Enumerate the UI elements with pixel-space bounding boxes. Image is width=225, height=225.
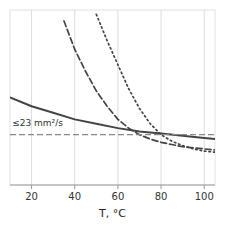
reference-line (10, 134, 215, 135)
tick-mark (31, 185, 32, 189)
grid-line (117, 10, 118, 185)
plot-frame (10, 10, 215, 185)
grid-line (204, 10, 205, 185)
tick-label: 100 (195, 191, 214, 202)
plot-area (10, 14, 215, 152)
annotation: ≤23 mm²/s (12, 118, 63, 128)
chart: 20 40 60 80 100 ≤23 mm²/s T, °C (0, 0, 225, 225)
grid-line (161, 10, 162, 185)
x-axis-line (10, 185, 215, 186)
tick-label: 80 (155, 191, 168, 202)
tick-label: 60 (112, 191, 125, 202)
grid-line (74, 10, 75, 185)
line-series (10, 98, 215, 140)
line-series (96, 14, 215, 152)
tick-label: 20 (25, 191, 38, 202)
line-series (64, 21, 215, 150)
x-axis-label: T, °C (98, 207, 126, 220)
tick-mark (204, 185, 205, 189)
tick-mark (74, 185, 75, 189)
tick-label: 40 (68, 191, 81, 202)
tick-mark (161, 185, 162, 189)
tick-mark (117, 185, 118, 189)
grid-line (31, 10, 32, 185)
